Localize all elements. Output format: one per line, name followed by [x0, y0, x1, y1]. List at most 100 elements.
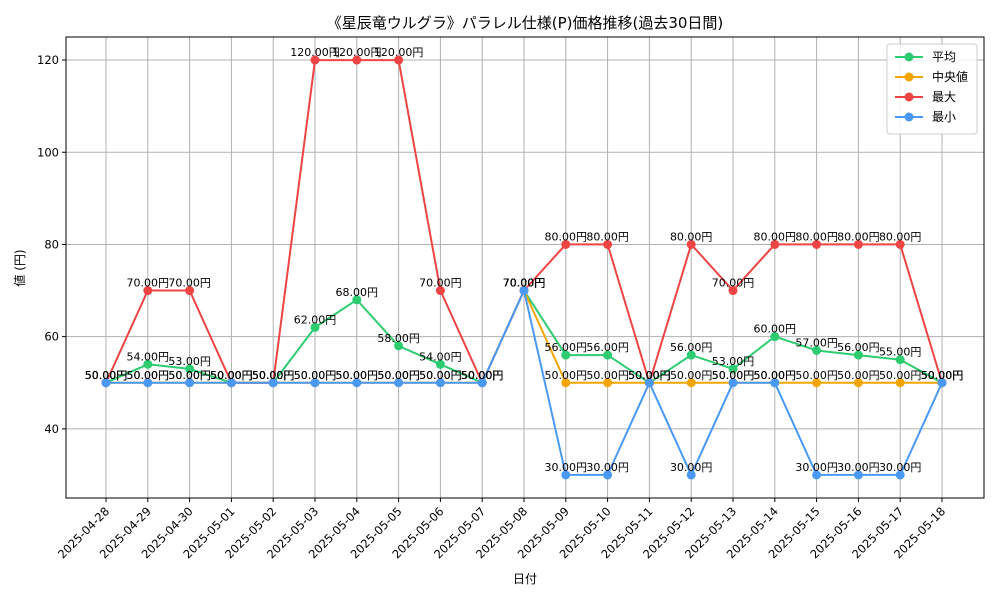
- data-label: 57.00円: [795, 336, 838, 349]
- data-label: 50.00円: [210, 369, 253, 382]
- data-label: 80.00円: [670, 230, 713, 243]
- data-point: [268, 378, 278, 388]
- data-label: 50.00円: [461, 369, 504, 382]
- grid: [66, 37, 984, 498]
- data-point: [603, 239, 613, 249]
- data-label: 70.00円: [168, 277, 211, 290]
- y-tick-label: 80: [44, 237, 59, 251]
- data-point: [895, 355, 905, 365]
- data-label: 56.00円: [837, 341, 880, 354]
- y-axis-label: 値 (円): [12, 249, 27, 286]
- data-label: 50.00円: [252, 369, 295, 382]
- data-label: 70.00円: [503, 277, 546, 290]
- data-point: [812, 345, 822, 355]
- data-point: [853, 239, 863, 249]
- data-label: 50.00円: [628, 369, 671, 382]
- data-label: 50.00円: [461, 369, 504, 382]
- data-label: 50.00円: [85, 369, 128, 382]
- data-label: 50.00円: [921, 369, 964, 382]
- data-label: 50.00円: [85, 369, 128, 382]
- data-point: [561, 470, 571, 480]
- legend-box: [886, 43, 978, 135]
- y-tick-label: 120: [37, 53, 59, 67]
- data-label: 70.00円: [503, 277, 546, 290]
- data-label: 50.00円: [252, 369, 295, 382]
- chart-title: 《星辰竜ウルグラ》パラレル仕様(P)価格推移(過去30日間): [327, 14, 724, 32]
- data-label: 50.00円: [252, 369, 295, 382]
- series-3: [101, 286, 947, 480]
- data-point: [603, 378, 613, 388]
- legend-label: 最小: [932, 110, 956, 124]
- data-label: 50.00円: [921, 369, 964, 382]
- data-point: [143, 359, 153, 369]
- data-point: [185, 364, 195, 374]
- legend-marker: [904, 72, 914, 82]
- data-point: [435, 286, 445, 296]
- data-label: 50.00円: [210, 369, 253, 382]
- data-point: [686, 350, 696, 360]
- data-point: [310, 55, 320, 65]
- data-point: [561, 378, 571, 388]
- data-label: 50.00円: [294, 369, 337, 382]
- y-tick-label: 40: [44, 422, 59, 436]
- data-point: [352, 378, 362, 388]
- data-point: [561, 239, 571, 249]
- data-label: 80.00円: [795, 230, 838, 243]
- data-label: 50.00円: [837, 369, 880, 382]
- data-label: 62.00円: [294, 313, 337, 326]
- data-point: [310, 322, 320, 332]
- data-label: 50.00円: [921, 369, 964, 382]
- data-label: 50.00円: [461, 369, 504, 382]
- data-label: 50.00円: [586, 369, 629, 382]
- data-point: [728, 286, 738, 296]
- data-point: [435, 378, 445, 388]
- data-label: 70.00円: [503, 277, 546, 290]
- data-label: 120.00円: [374, 46, 424, 59]
- data-point: [853, 470, 863, 480]
- data-label: 50.00円: [879, 369, 922, 382]
- data-point: [519, 286, 529, 296]
- data-label: 58.00円: [377, 332, 420, 345]
- data-point: [603, 350, 613, 360]
- data-point: [352, 295, 362, 305]
- data-point: [937, 378, 947, 388]
- data-point: [435, 359, 445, 369]
- data-label: 50.00円: [461, 369, 504, 382]
- data-label: 50.00円: [754, 369, 797, 382]
- data-point: [561, 350, 571, 360]
- legend-marker: [904, 52, 914, 62]
- data-label: 50.00円: [336, 369, 379, 382]
- x-axis-label: 日付: [513, 572, 537, 586]
- data-point: [895, 239, 905, 249]
- data-point: [101, 378, 111, 388]
- data-point: [603, 470, 613, 480]
- data-label: 50.00円: [210, 369, 253, 382]
- data-label: 50.00円: [127, 369, 170, 382]
- data-label: 50.00円: [252, 369, 295, 382]
- data-label: 50.00円: [294, 369, 337, 382]
- data-label: 80.00円: [545, 230, 588, 243]
- data-point: [226, 378, 236, 388]
- data-label: 55.00円: [879, 346, 922, 359]
- data-label: 53.00円: [168, 355, 211, 368]
- data-label: 50.00円: [670, 369, 713, 382]
- data-label: 30.00円: [670, 461, 713, 474]
- data-label: 56.00円: [586, 341, 629, 354]
- data-point: [143, 378, 153, 388]
- y-tick-label: 100: [37, 145, 59, 159]
- data-label: 30.00円: [795, 461, 838, 474]
- data-label: 50.00円: [419, 369, 462, 382]
- data-label: 50.00円: [545, 369, 588, 382]
- legend-label: 平均: [932, 50, 956, 64]
- data-label: 80.00円: [837, 230, 880, 243]
- data-label: 56.00円: [545, 341, 588, 354]
- data-point: [770, 332, 780, 342]
- data-label: 50.00円: [921, 369, 964, 382]
- data-point: [394, 55, 404, 65]
- data-label: 50.00円: [127, 369, 170, 382]
- data-label: 30.00円: [837, 461, 880, 474]
- data-point: [812, 470, 822, 480]
- series-layer: [101, 55, 947, 480]
